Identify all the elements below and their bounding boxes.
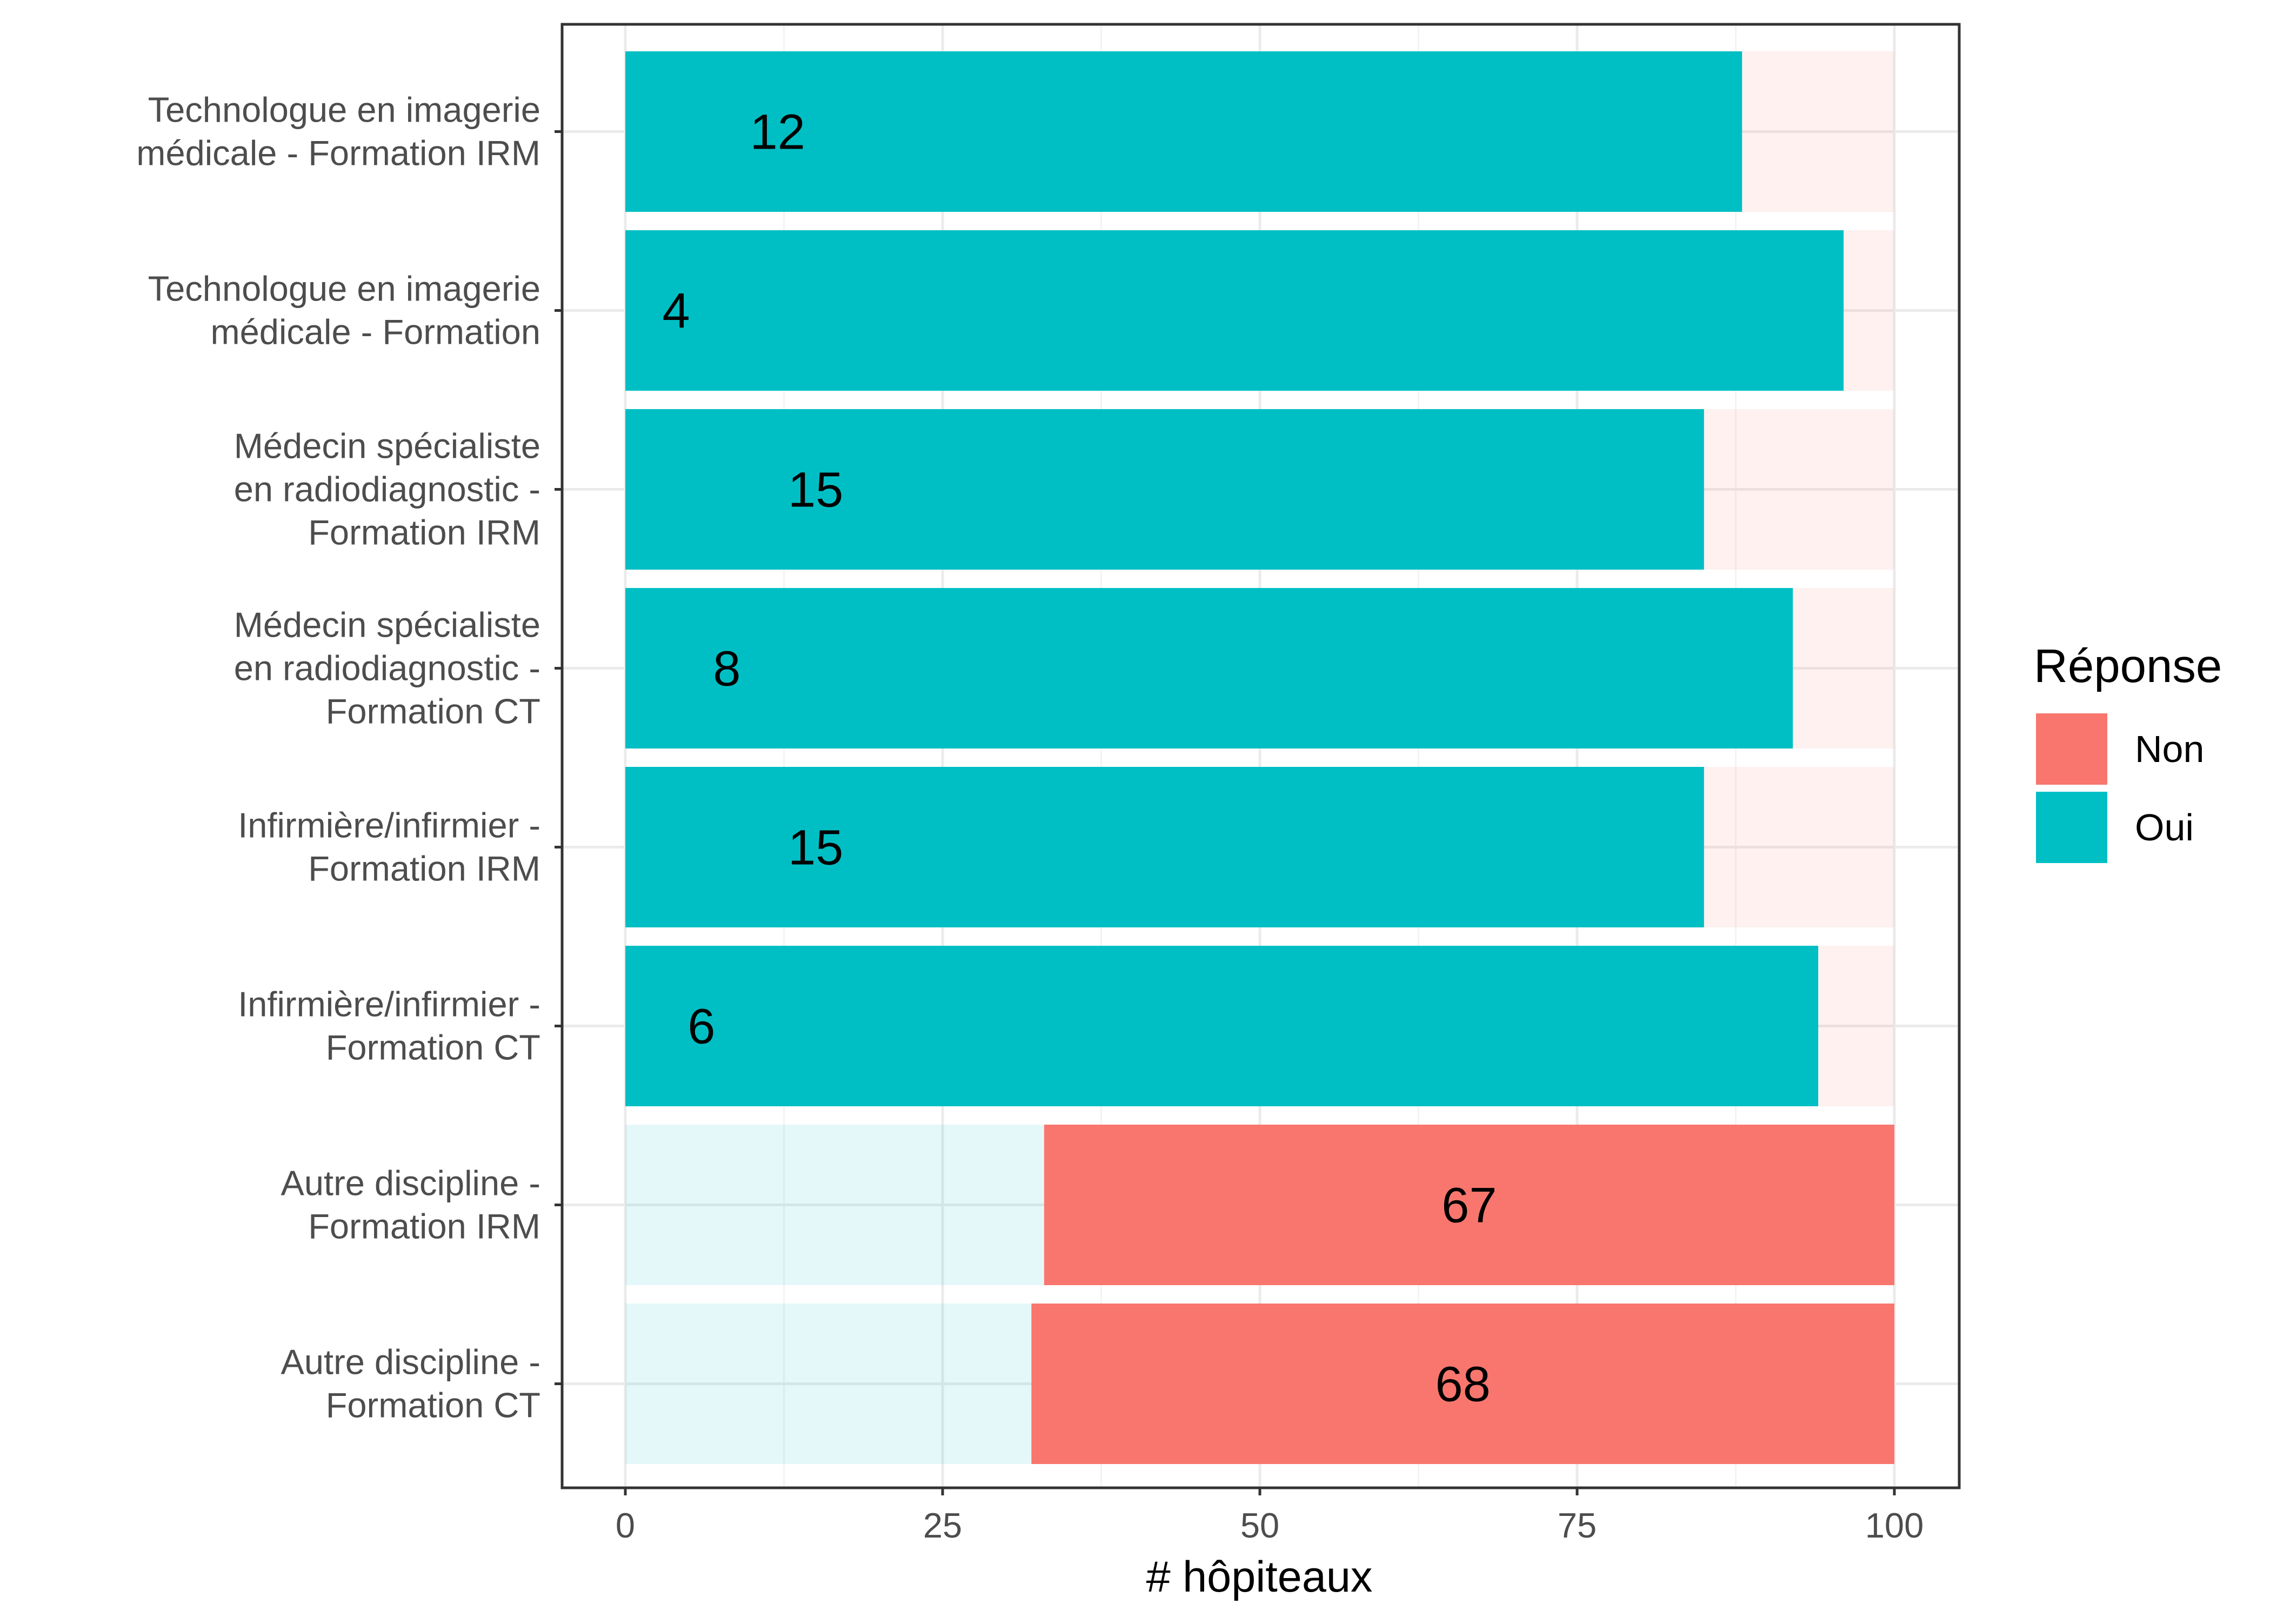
data-label: 67 (1441, 1178, 1497, 1233)
legend-key-non (2036, 713, 2107, 785)
data-label: 12 (750, 105, 805, 160)
x-tick-label: 25 (923, 1506, 962, 1545)
y-tick-label: Autre discipline -Formation CT (281, 1342, 541, 1425)
bar-non (1704, 409, 1894, 570)
bar-non (1844, 230, 1894, 391)
data-label: 15 (788, 463, 843, 518)
y-tick-label: Médecin spécialiste en radiodiagnostic -F… (234, 605, 540, 731)
y-tick-label: Infirmière/infirmier -Formation IRM (238, 806, 540, 888)
legend-label-non: Non (2135, 728, 2204, 770)
data-label: 6 (687, 999, 715, 1054)
x-tick-label: 50 (1240, 1506, 1279, 1545)
data-label: 15 (788, 820, 843, 876)
bar-non (1031, 1304, 1894, 1464)
data-label: 4 (662, 284, 690, 339)
y-tick-label: Médecin spécialiste en radiodiagnostic -F… (234, 426, 540, 552)
bar-non (1742, 51, 1894, 212)
x-axis-title: # hôpiteaux (1146, 1553, 1373, 1601)
bar-oui (625, 1125, 1044, 1285)
legend-label-oui: Oui (2135, 806, 2194, 848)
bar-oui (625, 946, 1819, 1106)
legend-title: Réponse (2034, 640, 2222, 692)
bar-oui (625, 230, 1844, 391)
bar-oui (625, 1304, 1032, 1464)
data-label: 8 (713, 641, 740, 697)
bar-non (1704, 767, 1894, 927)
y-tick-label: Technologue en imagerie médicale - Format… (136, 90, 540, 173)
bar-oui (625, 767, 1704, 927)
x-tick-label: 75 (1558, 1506, 1597, 1545)
y-tick-label: Technologue en imagerie médicale - Format… (148, 269, 540, 352)
y-tick-label: Infirmière/infirmier -Formation CT (238, 985, 540, 1067)
y-tick-label: Autre discipline -Formation IRM (281, 1164, 541, 1246)
bar-non (1793, 588, 1894, 748)
legend-key-oui (2036, 792, 2107, 863)
x-tick-label: 100 (1865, 1506, 1924, 1545)
bar-oui (625, 409, 1704, 570)
x-tick-label: 0 (616, 1506, 635, 1545)
bar-non (1818, 946, 1894, 1106)
data-label: 68 (1436, 1357, 1491, 1412)
bar-oui (625, 51, 1742, 212)
bar-non (1044, 1125, 1894, 1285)
bar-oui (625, 588, 1793, 748)
